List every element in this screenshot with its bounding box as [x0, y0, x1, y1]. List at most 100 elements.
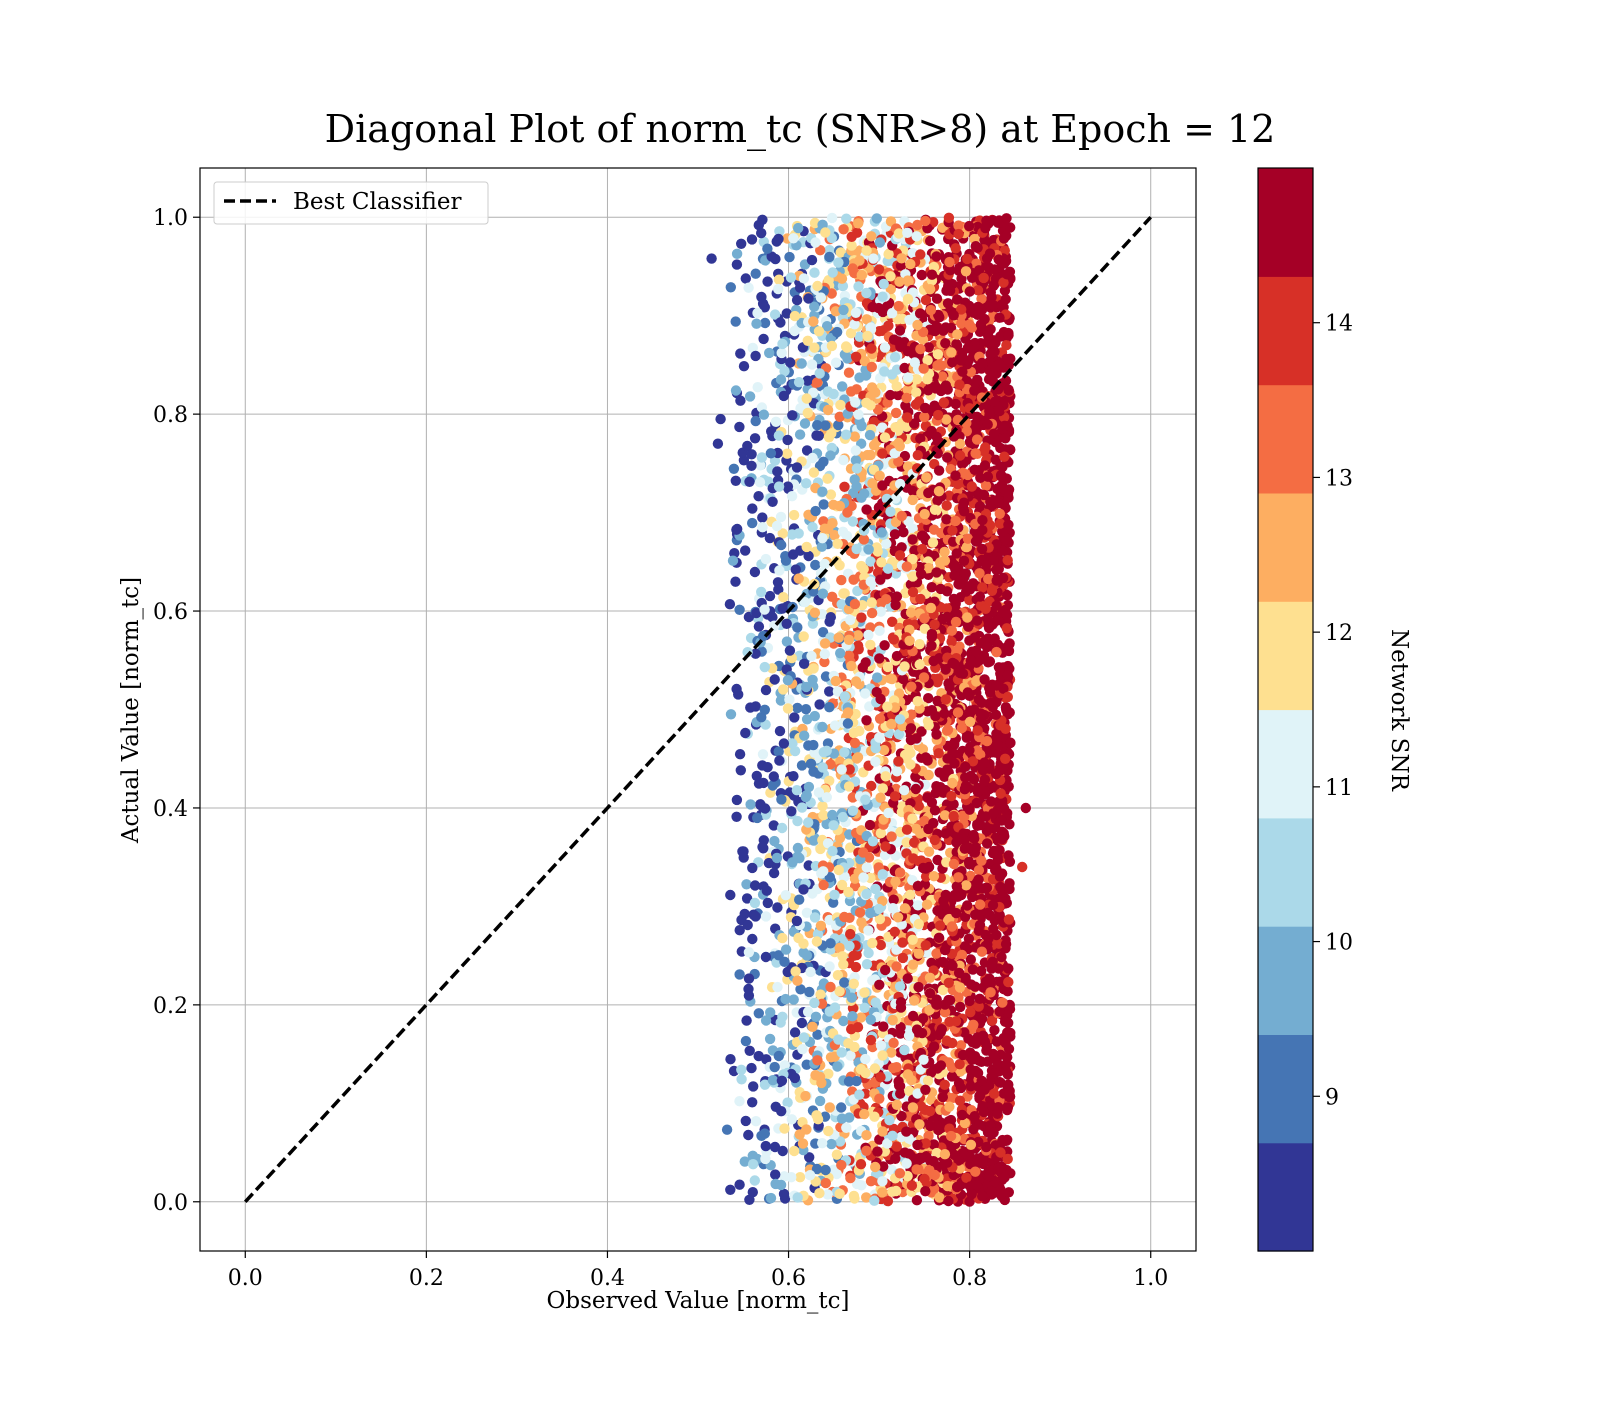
scatter-point: [861, 1146, 871, 1156]
scatter-point: [981, 883, 991, 893]
scatter-point: [905, 259, 915, 269]
scatter-point: [764, 348, 774, 358]
scatter-point: [929, 525, 939, 535]
scatter-point: [880, 965, 890, 975]
scatter-point: [963, 687, 973, 697]
scatter-point: [918, 863, 928, 873]
scatter-point: [888, 1015, 898, 1025]
scatter-point: [811, 1110, 821, 1120]
scatter-point: [823, 386, 833, 396]
scatter-point: [938, 957, 948, 967]
scatter-point: [1002, 986, 1012, 996]
scatter-point: [991, 710, 1001, 720]
scatter-points: [706, 213, 1031, 1207]
scatter-point: [810, 506, 820, 516]
scatter-point: [903, 973, 913, 983]
scatter-point: [801, 792, 811, 802]
scatter-point: [936, 1060, 946, 1070]
scatter-point: [814, 326, 824, 336]
scatter-point: [903, 275, 913, 285]
scatter-point: [770, 1062, 780, 1072]
scatter-point: [984, 1171, 994, 1181]
scatter-point: [908, 1011, 918, 1021]
scatter-point: [967, 481, 977, 491]
scatter-point: [903, 1069, 913, 1079]
scatter-point: [977, 1101, 987, 1111]
scatter-point: [868, 836, 878, 846]
scatter-point: [859, 1109, 869, 1119]
scatter-point: [925, 1106, 935, 1116]
scatter-point: [806, 651, 816, 661]
scatter-point: [925, 284, 935, 294]
scatter-point: [993, 1163, 1003, 1173]
scatter-point: [952, 881, 962, 891]
scatter-point: [837, 381, 847, 391]
scatter-point: [837, 274, 847, 284]
scatter-point: [890, 352, 900, 362]
scatter-point: [986, 697, 996, 707]
scatter-point: [885, 271, 895, 281]
scatter-point: [892, 1100, 902, 1110]
scatter-point: [835, 400, 845, 410]
scatter-point: [828, 500, 838, 510]
scatter-point: [903, 346, 913, 356]
scatter-point: [934, 1192, 944, 1202]
scatter-point: [870, 757, 880, 767]
scatter-point: [915, 308, 925, 318]
scatter-point: [976, 966, 986, 976]
scatter-point: [851, 308, 861, 318]
scatter-point: [914, 919, 924, 929]
scatter-point: [762, 886, 772, 896]
scatter-point: [821, 1178, 831, 1188]
scatter-point: [817, 722, 827, 732]
scatter-point: [986, 963, 996, 973]
scatter-point: [970, 1167, 980, 1177]
scatter-point: [782, 435, 792, 445]
scatter-point: [891, 1062, 901, 1072]
scatter-point: [790, 1073, 800, 1083]
scatter-point: [966, 1140, 976, 1150]
scatter-point: [941, 380, 951, 390]
scatter-point: [949, 562, 959, 572]
scatter-point: [741, 273, 751, 283]
scatter-point: [785, 357, 795, 367]
scatter-point: [1000, 421, 1010, 431]
scatter-point: [824, 961, 834, 971]
scatter-point: [778, 592, 788, 602]
scatter-point: [817, 801, 827, 811]
scatter-point: [921, 752, 931, 762]
scatter-point: [895, 1089, 905, 1099]
scatter-point: [951, 908, 961, 918]
scatter-point: [815, 989, 825, 999]
scatter-point: [899, 661, 909, 671]
scatter-point: [973, 725, 983, 735]
scatter-point: [953, 872, 963, 882]
scatter-point: [947, 357, 957, 367]
scatter-point: [905, 759, 915, 769]
scatter-point: [797, 1018, 807, 1028]
scatter-point: [782, 619, 792, 629]
scatter-point: [886, 719, 896, 729]
scatter-point: [1003, 330, 1013, 340]
scatter-point: [941, 514, 951, 524]
scatter-point: [799, 631, 809, 641]
scatter-point: [938, 1092, 948, 1102]
scatter-point: [931, 729, 941, 739]
scatter-point: [815, 1096, 825, 1106]
scatter-point: [741, 1116, 751, 1126]
scatter-point: [973, 787, 983, 797]
scatter-point: [844, 635, 854, 645]
scatter-point: [837, 951, 847, 961]
scatter-point: [1001, 705, 1011, 715]
scatter-point: [945, 286, 955, 296]
scatter-point: [831, 676, 841, 686]
scatter-point: [747, 503, 757, 513]
scatter-point: [863, 630, 873, 640]
scatter-point: [735, 749, 745, 759]
scatter-point: [730, 577, 740, 587]
scatter-point: [812, 1055, 822, 1065]
scatter-point: [741, 1015, 751, 1025]
scatter-point: [922, 899, 932, 909]
scatter-point: [999, 1172, 1009, 1182]
scatter-point: [777, 348, 787, 358]
